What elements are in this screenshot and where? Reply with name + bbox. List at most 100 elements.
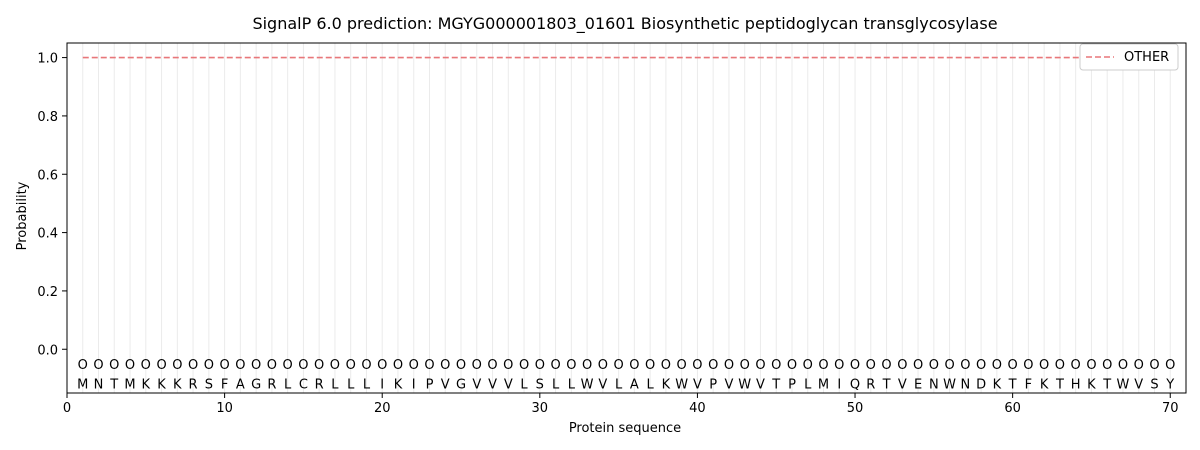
residue-label: K <box>662 377 671 392</box>
position-label: O <box>897 358 907 373</box>
position-label: O <box>1055 358 1065 373</box>
position-label: O <box>724 358 734 373</box>
position-label: O <box>78 358 88 373</box>
residue-label: V <box>598 377 607 392</box>
position-label: O <box>141 358 151 373</box>
position-label: O <box>598 358 608 373</box>
position-label: O <box>629 358 639 373</box>
position-label: O <box>1086 358 1096 373</box>
position-label: O <box>645 358 655 373</box>
position-label: O <box>93 358 103 373</box>
residue-label: A <box>630 377 639 392</box>
position-label: O <box>881 358 891 373</box>
residue-label: G <box>251 377 261 392</box>
residue-label: S <box>1150 377 1158 392</box>
y-tick-label: 0.4 <box>37 227 58 242</box>
x-axis-label: Protein sequence <box>569 421 681 436</box>
position-label: O <box>818 358 828 373</box>
residue-label: N <box>960 377 970 392</box>
residue-label: K <box>1040 377 1049 392</box>
residue-label: R <box>315 377 324 392</box>
position-label: O <box>251 358 261 373</box>
chart-title: SignalP 6.0 prediction: MGYG000001803_01… <box>252 14 997 34</box>
position-label: O <box>361 358 371 373</box>
y-tick-label: 0.2 <box>37 285 58 300</box>
residue-label: L <box>520 377 528 392</box>
position-label: O <box>708 358 718 373</box>
position-label: O <box>1039 358 1049 373</box>
position-label: O <box>314 358 324 373</box>
legend-box <box>1079 43 1179 71</box>
residue-label: P <box>788 377 796 392</box>
position-label: O <box>204 358 214 373</box>
residue-label: T <box>1055 377 1064 392</box>
position-label: O <box>550 358 560 373</box>
residue-label: M <box>818 377 829 392</box>
residue-label: W <box>1117 377 1130 392</box>
residue-label: P <box>426 377 434 392</box>
position-label: O <box>1023 358 1033 373</box>
position-label: O <box>188 358 198 373</box>
position-label: O <box>219 358 229 373</box>
residue-label: V <box>756 377 765 392</box>
residue-label: K <box>993 377 1002 392</box>
position-label: O <box>960 358 970 373</box>
residue-label: W <box>738 377 751 392</box>
residue-label: S <box>205 377 213 392</box>
position-label: O <box>1102 358 1112 373</box>
y-tick-label: 0.8 <box>37 110 58 125</box>
residue-label: F <box>1025 377 1032 392</box>
position-label: O <box>377 358 387 373</box>
position-label: O <box>850 358 860 373</box>
residue-label: V <box>472 377 481 392</box>
position-label: O <box>992 358 1002 373</box>
position-label: O <box>1071 358 1081 373</box>
position-label: O <box>535 358 545 373</box>
x-tick-label: 10 <box>216 401 233 416</box>
position-label: O <box>614 358 624 373</box>
residue-label: W <box>943 377 956 392</box>
residue-label: V <box>693 377 702 392</box>
y-axis-label: Probability <box>15 181 30 250</box>
x-tick-label: 0 <box>63 401 71 416</box>
position-label: O <box>172 358 182 373</box>
residue-label: S <box>536 377 544 392</box>
position-label: O <box>409 358 419 373</box>
residue-label: W <box>675 377 688 392</box>
residue-label: F <box>221 377 228 392</box>
residue-label: K <box>394 377 403 392</box>
residue-label: G <box>456 377 466 392</box>
position-label: O <box>976 358 986 373</box>
position-label: O <box>1149 358 1159 373</box>
position-label: O <box>677 358 687 373</box>
position-label: O <box>692 358 702 373</box>
position-label: O <box>913 358 923 373</box>
position-label: O <box>283 358 293 373</box>
position-label: O <box>330 358 340 373</box>
position-label: O <box>393 358 403 373</box>
position-label: O <box>566 358 576 373</box>
residue-label: V <box>724 377 733 392</box>
position-label: O <box>661 358 671 373</box>
residue-label: L <box>331 377 339 392</box>
x-tick-label: 60 <box>1004 401 1021 416</box>
x-tick-label: 50 <box>847 401 864 416</box>
residue-label: T <box>771 377 780 392</box>
position-label: O <box>1165 358 1175 373</box>
position-label: O <box>519 358 529 373</box>
residue-label: V <box>441 377 450 392</box>
y-tick-label: 0.0 <box>37 343 58 358</box>
residue-label: P <box>709 377 717 392</box>
position-label: O <box>298 358 308 373</box>
position-label: O <box>740 358 750 373</box>
position-label: O <box>440 358 450 373</box>
position-label: O <box>582 358 592 373</box>
residue-label: T <box>882 377 891 392</box>
residue-label: L <box>552 377 560 392</box>
residue-label: T <box>1008 377 1017 392</box>
residue-label: L <box>615 377 623 392</box>
legend-label-other: OTHER <box>1124 50 1169 65</box>
residue-label: L <box>347 377 355 392</box>
residue-label: L <box>363 377 371 392</box>
